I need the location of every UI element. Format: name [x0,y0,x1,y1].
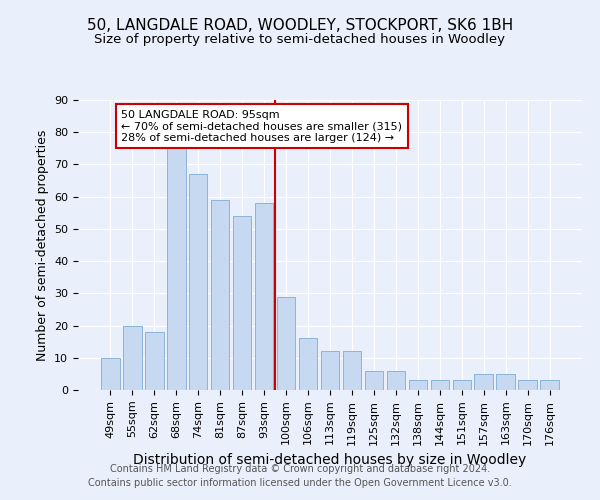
Bar [541,380,559,390]
Bar [320,352,340,390]
Bar [386,370,405,390]
Bar [189,174,208,390]
Bar [409,380,427,390]
Bar [518,380,537,390]
Bar [431,380,449,390]
Bar [101,358,119,390]
Bar [123,326,142,390]
Bar [452,380,471,390]
Text: Size of property relative to semi-detached houses in Woodley: Size of property relative to semi-detach… [95,32,505,46]
Bar [365,370,383,390]
Text: Contains HM Land Registry data © Crown copyright and database right 2024.
Contai: Contains HM Land Registry data © Crown c… [88,464,512,487]
Bar [145,332,164,390]
Bar [475,374,493,390]
Bar [233,216,251,390]
Bar [343,352,361,390]
Bar [299,338,317,390]
Y-axis label: Number of semi-detached properties: Number of semi-detached properties [35,130,49,360]
Text: 50, LANGDALE ROAD, WOODLEY, STOCKPORT, SK6 1BH: 50, LANGDALE ROAD, WOODLEY, STOCKPORT, S… [87,18,513,32]
X-axis label: Distribution of semi-detached houses by size in Woodley: Distribution of semi-detached houses by … [133,453,527,467]
Bar [496,374,515,390]
Bar [277,296,295,390]
Bar [211,200,229,390]
Bar [167,145,185,390]
Text: 50 LANGDALE ROAD: 95sqm
← 70% of semi-detached houses are smaller (315)
28% of s: 50 LANGDALE ROAD: 95sqm ← 70% of semi-de… [121,110,402,143]
Bar [255,203,274,390]
